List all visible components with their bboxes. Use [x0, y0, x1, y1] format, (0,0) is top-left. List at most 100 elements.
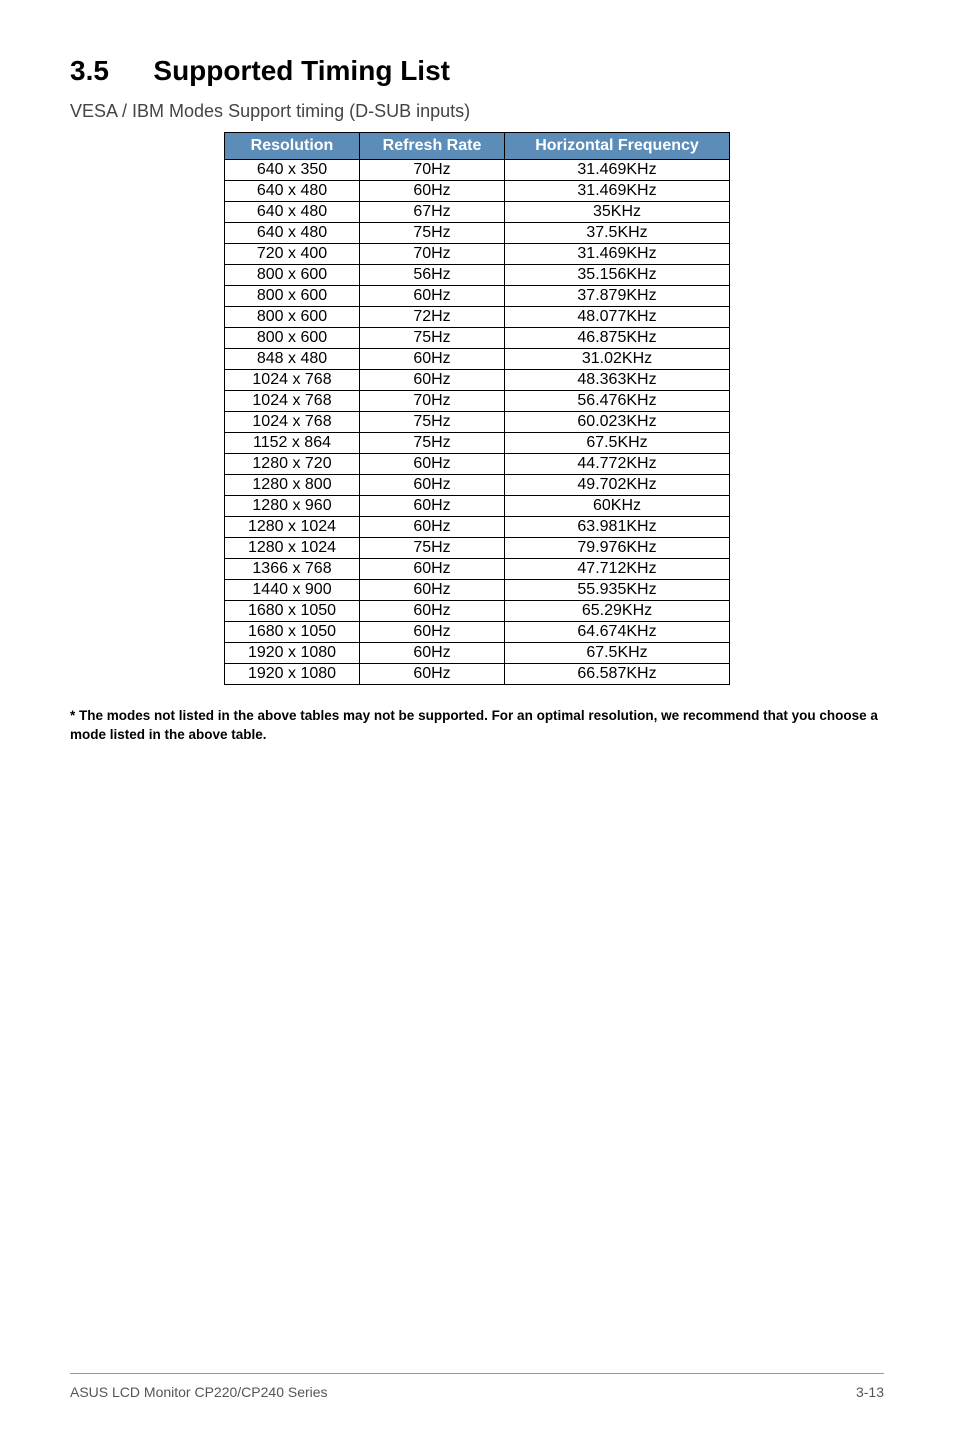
table-cell: 60Hz: [360, 475, 505, 496]
table-cell: 35KHz: [505, 202, 730, 223]
table-cell: 70Hz: [360, 244, 505, 265]
table-cell: 37.5KHz: [505, 223, 730, 244]
table-row: 1280 x 102475Hz79.976KHz: [225, 538, 730, 559]
table-row: 1280 x 72060Hz44.772KHz: [225, 454, 730, 475]
table-row: 800 x 60072Hz48.077KHz: [225, 307, 730, 328]
table-cell: 60Hz: [360, 559, 505, 580]
table-row: 1152 x 86475Hz67.5KHz: [225, 433, 730, 454]
table-cell: 1280 x 1024: [225, 538, 360, 559]
table-cell: 60.023KHz: [505, 412, 730, 433]
footer-left: ASUS LCD Monitor CP220/CP240 Series: [70, 1384, 328, 1400]
table-row: 1024 x 76875Hz60.023KHz: [225, 412, 730, 433]
table-row: 1920 x 108060Hz67.5KHz: [225, 643, 730, 664]
footnote: * The modes not listed in the above tabl…: [70, 707, 884, 745]
table-cell: 67Hz: [360, 202, 505, 223]
table-cell: 75Hz: [360, 223, 505, 244]
table-cell: 46.875KHz: [505, 328, 730, 349]
table-cell: 56Hz: [360, 265, 505, 286]
table-cell: 1024 x 768: [225, 412, 360, 433]
timing-table: Resolution Refresh Rate Horizontal Frequ…: [224, 132, 730, 685]
table-row: 1680 x 105060Hz65.29KHz: [225, 601, 730, 622]
table-row: 640 x 48075Hz37.5KHz: [225, 223, 730, 244]
table-cell: 55.935KHz: [505, 580, 730, 601]
table-container: Resolution Refresh Rate Horizontal Frequ…: [70, 132, 884, 685]
table-cell: 72Hz: [360, 307, 505, 328]
table-cell: 1920 x 1080: [225, 643, 360, 664]
table-cell: 60Hz: [360, 643, 505, 664]
table-cell: 70Hz: [360, 160, 505, 181]
section-number: 3.5: [70, 55, 109, 87]
table-cell: 800 x 600: [225, 286, 360, 307]
table-row: 720 x 40070Hz31.469KHz: [225, 244, 730, 265]
table-row: 1024 x 76870Hz56.476KHz: [225, 391, 730, 412]
table-cell: 60Hz: [360, 580, 505, 601]
table-cell: 1280 x 960: [225, 496, 360, 517]
footer-right: 3-13: [856, 1384, 884, 1400]
table-cell: 60Hz: [360, 664, 505, 685]
table-cell: 60Hz: [360, 517, 505, 538]
table-cell: 1152 x 864: [225, 433, 360, 454]
table-cell: 60Hz: [360, 454, 505, 475]
table-cell: 1280 x 800: [225, 475, 360, 496]
table-cell: 60Hz: [360, 286, 505, 307]
table-cell: 75Hz: [360, 328, 505, 349]
table-row: 1280 x 96060Hz60KHz: [225, 496, 730, 517]
table-cell: 48.363KHz: [505, 370, 730, 391]
col-refresh-rate: Refresh Rate: [360, 133, 505, 160]
table-cell: 1680 x 1050: [225, 622, 360, 643]
table-row: 800 x 60056Hz35.156KHz: [225, 265, 730, 286]
table-cell: 48.077KHz: [505, 307, 730, 328]
table-cell: 37.879KHz: [505, 286, 730, 307]
table-cell: 49.702KHz: [505, 475, 730, 496]
table-row: 1366 x 76860Hz47.712KHz: [225, 559, 730, 580]
table-cell: 60KHz: [505, 496, 730, 517]
table-cell: 800 x 600: [225, 265, 360, 286]
table-subtitle: VESA / IBM Modes Support timing (D-SUB i…: [70, 101, 884, 122]
table-cell: 1024 x 768: [225, 391, 360, 412]
table-cell: 75Hz: [360, 412, 505, 433]
table-cell: 640 x 350: [225, 160, 360, 181]
table-cell: 60Hz: [360, 370, 505, 391]
table-cell: 720 x 400: [225, 244, 360, 265]
table-row: 848 x 48060Hz31.02KHz: [225, 349, 730, 370]
table-row: 800 x 60075Hz46.875KHz: [225, 328, 730, 349]
table-row: 1440 x 90060Hz55.935KHz: [225, 580, 730, 601]
table-cell: 67.5KHz: [505, 433, 730, 454]
table-cell: 1680 x 1050: [225, 601, 360, 622]
table-cell: 60Hz: [360, 349, 505, 370]
table-cell: 35.156KHz: [505, 265, 730, 286]
table-cell: 1366 x 768: [225, 559, 360, 580]
table-cell: 67.5KHz: [505, 643, 730, 664]
table-row: 1280 x 102460Hz63.981KHz: [225, 517, 730, 538]
col-resolution: Resolution: [225, 133, 360, 160]
table-cell: 1024 x 768: [225, 370, 360, 391]
table-cell: 640 x 480: [225, 223, 360, 244]
table-row: 1024 x 76860Hz48.363KHz: [225, 370, 730, 391]
table-cell: 79.976KHz: [505, 538, 730, 559]
table-row: 640 x 35070Hz31.469KHz: [225, 160, 730, 181]
table-cell: 65.29KHz: [505, 601, 730, 622]
table-row: 640 x 48060Hz31.469KHz: [225, 181, 730, 202]
table-cell: 60Hz: [360, 181, 505, 202]
table-row: 1680 x 105060Hz64.674KHz: [225, 622, 730, 643]
table-cell: 60Hz: [360, 496, 505, 517]
section-title: Supported Timing List: [153, 55, 450, 87]
table-cell: 64.674KHz: [505, 622, 730, 643]
table-cell: 800 x 600: [225, 328, 360, 349]
table-row: 800 x 60060Hz37.879KHz: [225, 286, 730, 307]
table-header-row: Resolution Refresh Rate Horizontal Frequ…: [225, 133, 730, 160]
table-cell: 1280 x 1024: [225, 517, 360, 538]
section-header: 3.5 Supported Timing List: [70, 55, 884, 87]
table-row: 1280 x 80060Hz49.702KHz: [225, 475, 730, 496]
table-cell: 47.712KHz: [505, 559, 730, 580]
table-cell: 60Hz: [360, 601, 505, 622]
table-cell: 56.476KHz: [505, 391, 730, 412]
table-cell: 63.981KHz: [505, 517, 730, 538]
table-cell: 640 x 480: [225, 202, 360, 223]
page-footer: ASUS LCD Monitor CP220/CP240 Series 3-13: [70, 1373, 884, 1400]
table-cell: 1280 x 720: [225, 454, 360, 475]
table-cell: 1920 x 1080: [225, 664, 360, 685]
table-cell: 44.772KHz: [505, 454, 730, 475]
table-cell: 31.02KHz: [505, 349, 730, 370]
table-cell: 31.469KHz: [505, 181, 730, 202]
